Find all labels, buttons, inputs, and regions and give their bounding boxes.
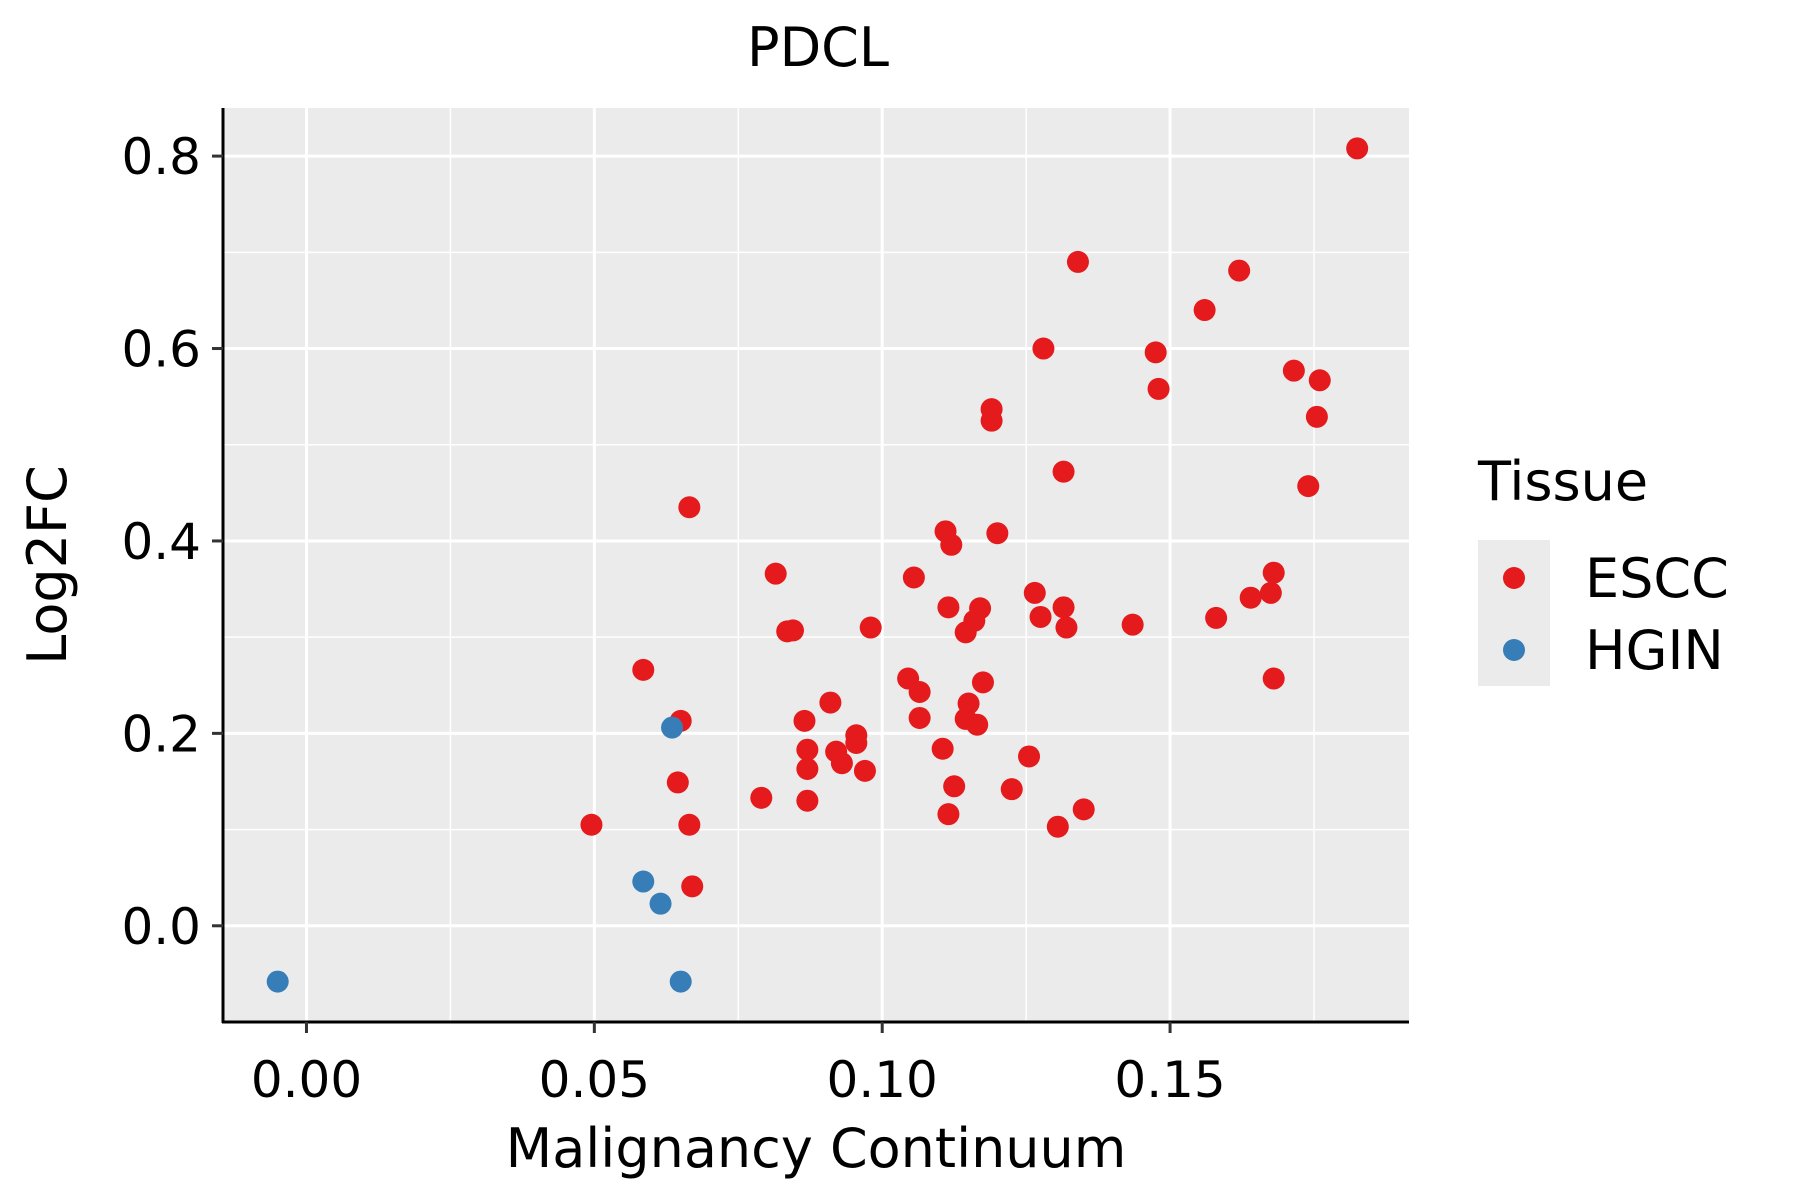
- point-escc: [678, 813, 701, 836]
- point-escc: [781, 619, 804, 642]
- point-escc: [908, 706, 931, 729]
- point-escc: [931, 737, 954, 760]
- x-tick-label: 0.00: [251, 1051, 362, 1109]
- point-escc: [943, 775, 966, 798]
- point-escc: [1282, 359, 1305, 382]
- x-tick-label: 0.10: [827, 1051, 938, 1109]
- point-hgin: [661, 716, 684, 739]
- data-points: [266, 137, 1369, 993]
- x-axis-ticks: 0.00 0.05 0.10 0.15: [251, 1022, 1226, 1109]
- point-escc: [853, 759, 876, 782]
- point-escc: [1023, 581, 1046, 604]
- legend-label-hgin: HGIN: [1585, 619, 1724, 682]
- point-escc: [1055, 616, 1078, 639]
- point-escc: [1144, 341, 1167, 364]
- chart-title: PDCL: [747, 16, 889, 79]
- x-tick-label: 0.05: [539, 1051, 650, 1109]
- point-escc: [678, 496, 701, 519]
- legend-title: Tissue: [1477, 450, 1648, 513]
- point-escc: [1052, 596, 1075, 619]
- point-escc: [908, 680, 931, 703]
- point-escc: [1072, 798, 1095, 821]
- point-escc: [980, 409, 1003, 432]
- point-escc: [796, 738, 819, 761]
- point-escc: [632, 658, 655, 681]
- point-escc: [1000, 778, 1023, 801]
- point-hgin: [266, 970, 289, 993]
- point-escc: [1147, 377, 1170, 400]
- point-escc: [937, 596, 960, 619]
- point-escc: [902, 566, 925, 589]
- point-escc: [1262, 667, 1285, 690]
- point-escc: [937, 803, 960, 826]
- point-escc: [969, 597, 992, 620]
- point-escc: [845, 724, 868, 747]
- major-gridlines: [223, 108, 1409, 1022]
- minor-gridlines: [223, 108, 1409, 1022]
- point-escc: [940, 533, 963, 556]
- point-escc: [966, 713, 989, 736]
- point-escc: [666, 771, 689, 794]
- point-escc: [1205, 606, 1228, 629]
- x-axis-title: Malignancy Continuum: [506, 1117, 1127, 1180]
- point-escc: [796, 789, 819, 812]
- point-escc: [971, 671, 994, 694]
- legend-label-escc: ESCC: [1585, 547, 1729, 610]
- point-escc: [1032, 337, 1055, 360]
- y-tick-label: 0.8: [121, 128, 201, 186]
- point-escc: [764, 562, 787, 585]
- point-escc: [830, 752, 853, 775]
- point-escc: [1018, 745, 1041, 768]
- point-escc: [819, 691, 842, 714]
- point-hgin: [632, 870, 655, 893]
- point-escc: [1308, 369, 1331, 392]
- point-escc: [793, 709, 816, 732]
- point-escc: [1121, 613, 1144, 636]
- point-escc: [1305, 405, 1328, 428]
- legend-key-hgin: [1503, 639, 1525, 661]
- point-hgin: [669, 970, 692, 993]
- point-escc: [1046, 815, 1069, 838]
- y-axis-title: Log2FC: [16, 465, 79, 665]
- point-escc: [1346, 137, 1369, 160]
- point-escc: [580, 813, 603, 836]
- y-axis-ticks: 0.0 0.2 0.4 0.6 0.8: [121, 128, 223, 956]
- point-escc: [1297, 475, 1320, 498]
- point-escc: [1066, 250, 1089, 273]
- point-escc: [1239, 586, 1262, 609]
- plot-panel: [223, 108, 1409, 1022]
- y-tick-label: 0.6: [121, 321, 201, 379]
- panel-background: [223, 108, 1409, 1022]
- legend: Tissue ESCC HGIN: [1477, 450, 1729, 686]
- point-escc: [1052, 460, 1075, 483]
- point-escc: [1228, 259, 1251, 282]
- point-hgin: [649, 892, 672, 915]
- point-escc: [859, 616, 882, 639]
- point-escc: [796, 757, 819, 780]
- point-escc: [986, 522, 1009, 545]
- point-escc: [1029, 605, 1052, 628]
- y-tick-label: 0.2: [121, 705, 201, 763]
- x-tick-label: 0.15: [1114, 1051, 1225, 1109]
- point-escc: [750, 786, 773, 809]
- y-tick-label: 0.4: [121, 513, 201, 571]
- point-escc: [1262, 561, 1285, 584]
- y-tick-label: 0.0: [121, 898, 201, 956]
- point-escc: [1259, 581, 1282, 604]
- point-escc: [1193, 299, 1216, 322]
- legend-key-background: [1478, 540, 1550, 686]
- point-escc: [681, 875, 704, 898]
- point-escc: [957, 692, 980, 715]
- legend-key-escc: [1503, 567, 1525, 589]
